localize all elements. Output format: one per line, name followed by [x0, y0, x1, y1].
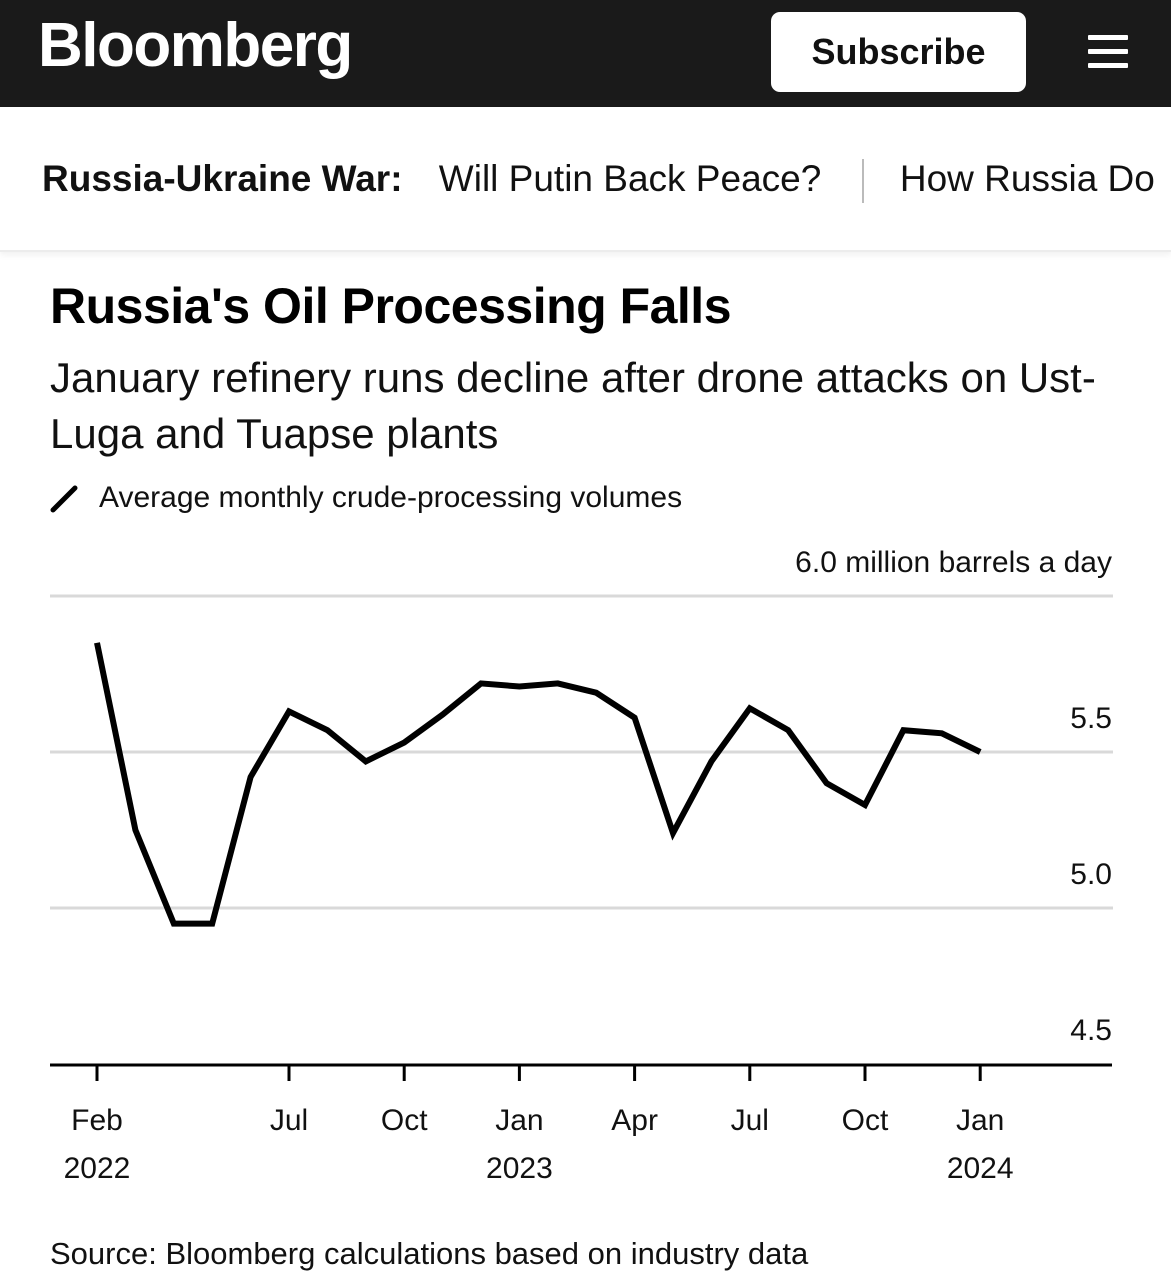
- subscribe-button[interactable]: Subscribe: [771, 12, 1026, 92]
- chart-title: Russia's Oil Processing Falls: [50, 278, 732, 334]
- topic-nav-strip: Russia-Ukraine War: Will Putin Back Peac…: [0, 107, 1171, 252]
- nav-topic-label: Russia-Ukraine War:: [42, 158, 403, 199]
- y-tick-label: 5.0: [1070, 858, 1112, 891]
- nav-divider: [861, 159, 864, 204]
- x-tick-year-label: 2023: [486, 1152, 553, 1185]
- x-tick-label: Jan: [495, 1104, 543, 1137]
- line-chart: 6.0 million barrels a day 5.5 5.0 4.5 Feb 202…: [50, 546, 1113, 1185]
- top-bar: Bloomberg Subscribe: [0, 0, 1171, 107]
- chart-subtitle: January refinery runs decline after dron…: [50, 354, 1096, 457]
- x-tick-label: Jul: [270, 1104, 308, 1137]
- x-tick-label: Oct: [842, 1104, 889, 1137]
- x-tick-label: Feb: [71, 1104, 123, 1137]
- x-tick-year-label: 2022: [64, 1152, 131, 1185]
- hamburger-menu-icon[interactable]: [1088, 35, 1128, 69]
- chart-source: Source: Bloomberg calculations based on …: [50, 1236, 809, 1271]
- y-tick-label: 5.5: [1070, 702, 1112, 735]
- x-tick-label: Jan: [956, 1104, 1004, 1137]
- y-tick-label: 4.5: [1070, 1014, 1112, 1047]
- series-line-crude-processing: [94, 642, 982, 927]
- nav-link-how-russia[interactable]: How Russia Do: [899, 158, 1155, 199]
- legend-line-icon: [50, 485, 78, 513]
- bloomberg-logo[interactable]: Bloomberg: [38, 11, 353, 80]
- nav-link-putin-peace[interactable]: Will Putin Back Peace?: [438, 158, 822, 199]
- y-tick-label: 6.0 million barrels a day: [795, 546, 1112, 579]
- legend-series-label: Average monthly crude-processing volumes: [99, 481, 683, 514]
- x-tick-label: Apr: [611, 1104, 658, 1137]
- x-tick-label: Oct: [381, 1104, 428, 1137]
- x-tick-label: Jul: [731, 1104, 769, 1137]
- x-tick-year-label: 2024: [947, 1152, 1014, 1185]
